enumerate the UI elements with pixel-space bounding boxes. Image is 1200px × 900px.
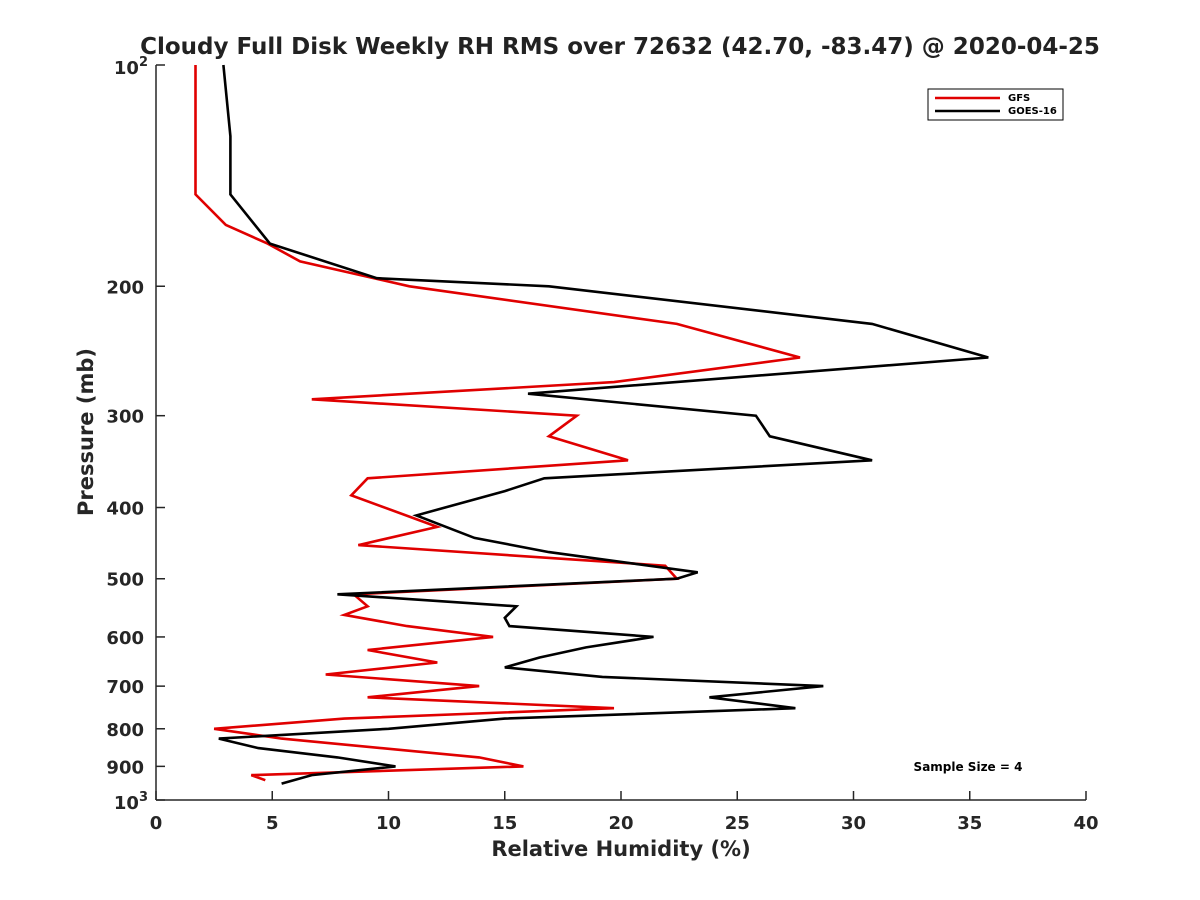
x-tick-label: 0 bbox=[150, 813, 163, 834]
x-tick-label: 25 bbox=[725, 813, 750, 834]
sample-size-annotation: Sample Size = 4 bbox=[914, 760, 1023, 774]
chart-title: Cloudy Full Disk Weekly RH RMS over 7263… bbox=[140, 34, 1100, 60]
series-line-gfs bbox=[194, 65, 801, 782]
series-line-goes16 bbox=[218, 64, 989, 785]
y-tick-label: 500 bbox=[106, 570, 144, 591]
plot-area bbox=[156, 65, 1086, 800]
y-tick-label: 800 bbox=[106, 720, 144, 741]
y-tick-label: 300 bbox=[106, 407, 144, 428]
series-layer bbox=[194, 64, 989, 785]
x-tick-label: 30 bbox=[841, 813, 866, 834]
y-tick-label: 700 bbox=[106, 677, 144, 698]
y-tick-label: 200 bbox=[106, 277, 144, 298]
x-tick-label: 20 bbox=[608, 813, 633, 834]
x-tick-label: 10 bbox=[376, 813, 401, 834]
y-tick-label: 400 bbox=[106, 499, 144, 520]
legend: GFS GOES-16 bbox=[927, 88, 1064, 121]
legend-box bbox=[927, 88, 1064, 121]
y-tick-label: 102 bbox=[114, 55, 148, 79]
x-tick-label: 5 bbox=[266, 813, 279, 834]
x-tick-label: 35 bbox=[957, 813, 982, 834]
y-tick-label: 103 bbox=[114, 790, 148, 814]
x-axis-label: Relative Humidity (%) bbox=[491, 837, 750, 861]
legend-label-gfs: GFS bbox=[1008, 93, 1030, 104]
y-tick-label: 900 bbox=[106, 757, 144, 778]
x-tick-label: 40 bbox=[1073, 813, 1098, 834]
y-ticks: 102 200 300 400 500 600 700 800 900 103 bbox=[106, 55, 165, 814]
x-ticks: 0 5 10 15 20 25 30 35 40 bbox=[150, 791, 1099, 834]
legend-label-goes16: GOES-16 bbox=[1008, 106, 1057, 117]
x-tick-label: 15 bbox=[492, 813, 517, 834]
y-tick-label: 600 bbox=[106, 628, 144, 649]
y-axis-label: Pressure (mb) bbox=[74, 348, 98, 516]
